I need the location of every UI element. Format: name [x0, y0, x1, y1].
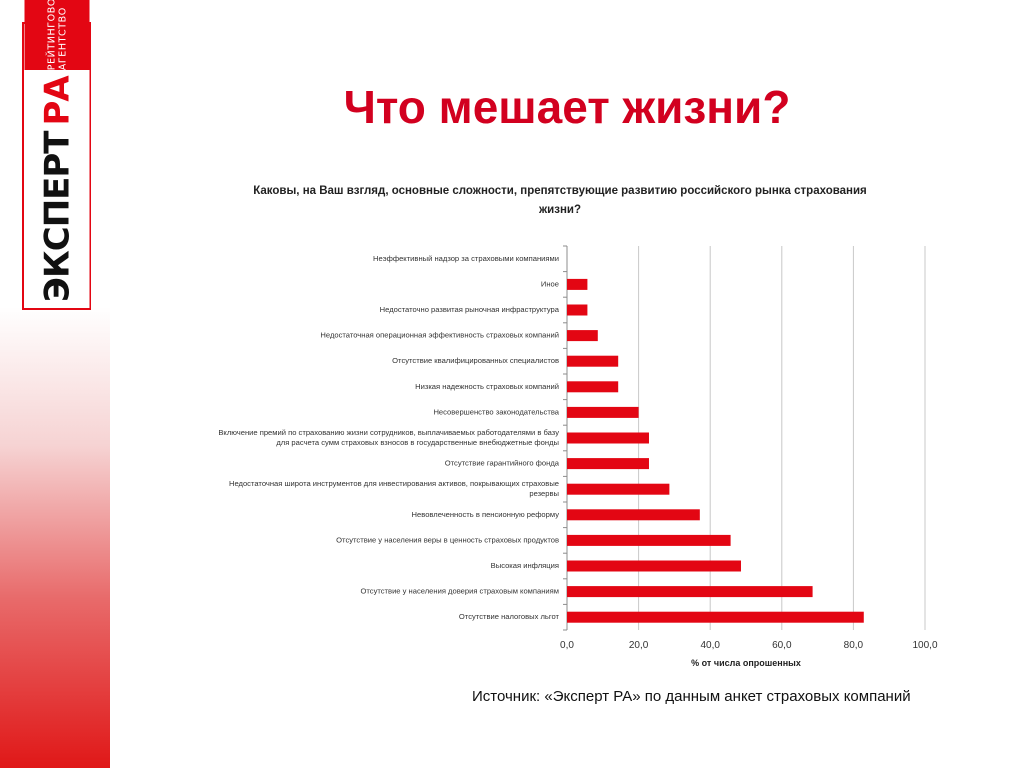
category-label-line: Включение премий по страхованию жизни со… [218, 428, 559, 437]
bar [567, 560, 741, 572]
category-label: Неэффективный надзор за страховыми компа… [373, 254, 559, 263]
x-axis-label: % от числа опрошенных [691, 658, 801, 668]
bar [567, 458, 649, 470]
category-label: Включение премий по страхованию жизни со… [218, 428, 559, 447]
category-label: Несовершенство законодательства [433, 407, 559, 416]
chart-title: Каковы, на Ваш взгляд, основные сложност… [253, 185, 867, 216]
bar [567, 432, 649, 444]
bar [567, 355, 619, 367]
category-label: Отсутствие у населения доверия страховым… [360, 587, 559, 596]
bar [567, 278, 588, 290]
category-label: Отсутствие у населения веры в ценность с… [336, 535, 559, 544]
category-label: Отсутствие квалифицированных специалисто… [392, 356, 559, 365]
bar [567, 509, 700, 521]
bar [567, 304, 588, 316]
category-label: Недостаточно развитая рыночная инфрастру… [380, 305, 560, 314]
logo-subtitle: РЕЙТИНГОВОЕ АГЕНТСТВО [24, 0, 89, 71]
bar [567, 534, 731, 546]
category-label: Высокая инфляция [491, 561, 559, 570]
category-label: Отсутствие гарантийного фонда [445, 459, 560, 468]
category-label: Низкая надежность страховых компаний [415, 382, 559, 391]
category-label-line: Недостаточная широта инструментов для ин… [229, 479, 559, 488]
category-label: Недостаточная широта инструментов для ин… [229, 479, 559, 498]
category-label-line: резервы [529, 489, 559, 498]
bar [567, 406, 639, 418]
bar [567, 381, 619, 393]
x-tick-label: 80,0 [844, 640, 864, 651]
bar [567, 611, 864, 623]
x-tick-label: 100,0 [912, 640, 937, 651]
category-label-line: для расчета сумм страховых взносов в гос… [276, 438, 559, 447]
bar-chart: Неэффективный надзор за страховыми компа… [218, 245, 938, 668]
category-label: Невовлеченность в пенсионную реформу [412, 510, 560, 519]
expert-ra-logo: ЭКСПЕРТ РА РЕЙТИНГОВОЕ АГЕНТСТВО [22, 0, 91, 310]
x-tick-label: 0,0 [560, 640, 574, 651]
category-label: Отсутствие налоговых льгот [459, 612, 560, 621]
logo-word-ra: РА [36, 76, 77, 126]
bar [567, 586, 813, 598]
category-label: Иное [541, 279, 559, 288]
x-tick-label: 20,0 [629, 640, 649, 651]
logo-word-expert: ЭКСПЕРТ [36, 131, 77, 303]
bar [567, 483, 670, 495]
bar [567, 330, 598, 342]
x-tick-label: 60,0 [772, 640, 792, 651]
page-title: Что мешает жизни? [343, 81, 791, 133]
x-tick-label: 40,0 [700, 640, 720, 651]
category-label: Недостаточная операционная эффективность… [320, 331, 559, 340]
source-note: Источник: «Эксперт РА» по данным анкет с… [472, 688, 911, 705]
